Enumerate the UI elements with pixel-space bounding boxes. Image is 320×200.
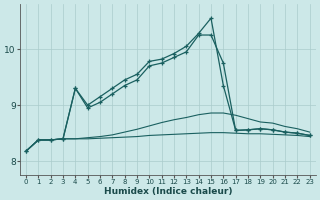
X-axis label: Humidex (Indice chaleur): Humidex (Indice chaleur) (104, 187, 232, 196)
